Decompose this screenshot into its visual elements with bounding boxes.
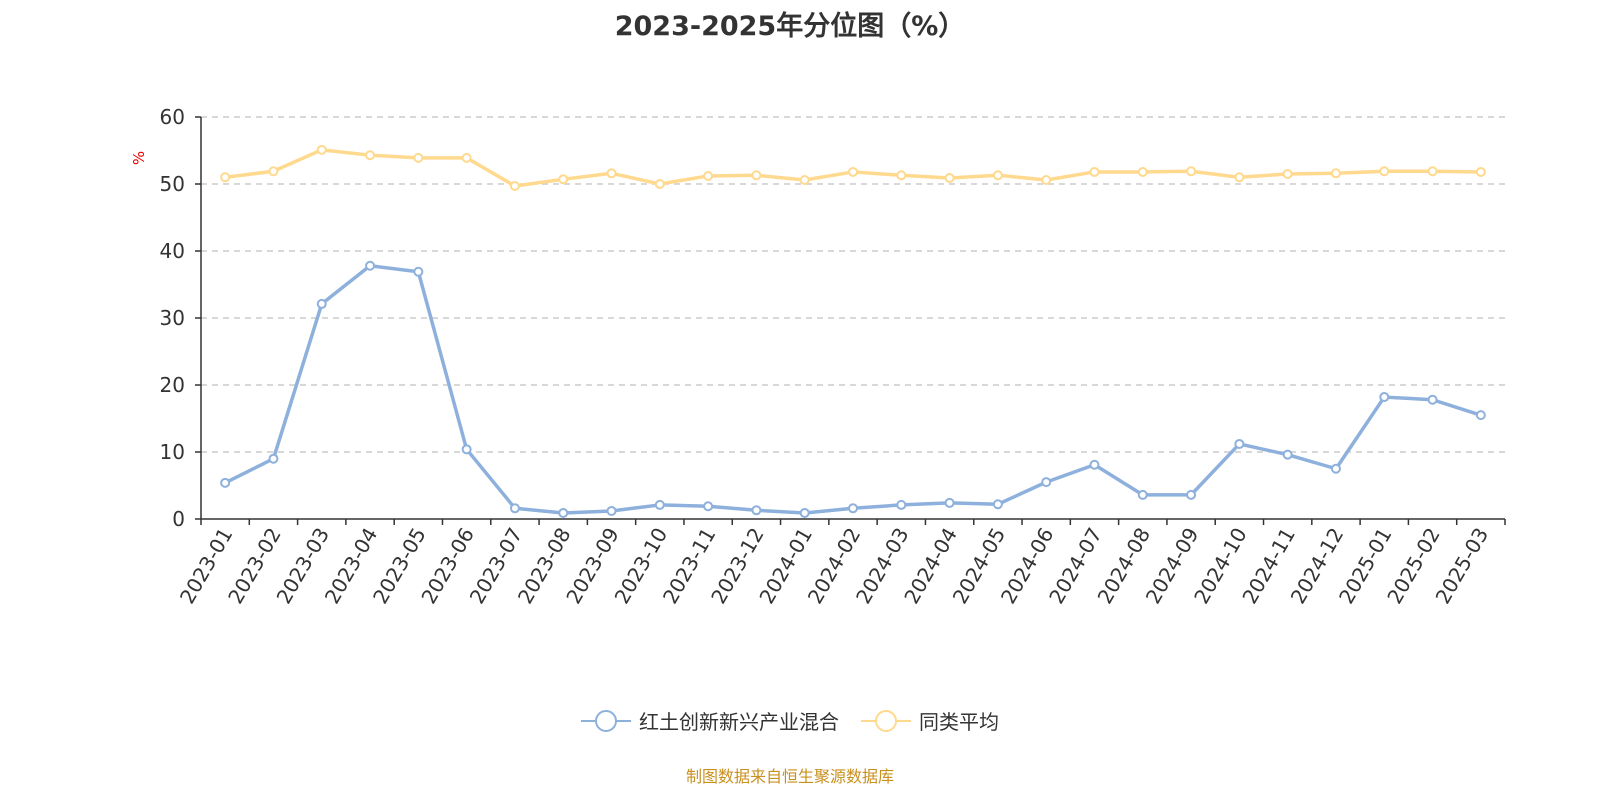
data-point: [268, 453, 279, 464]
data-point: [413, 266, 424, 277]
y-tick-label: 50: [160, 172, 185, 196]
data-point: [220, 477, 231, 488]
data-point: [1330, 168, 1341, 179]
data-point: [1379, 166, 1390, 177]
legend-item[interactable]: 红土创新新兴产业混合: [581, 706, 839, 735]
legend-label: 同类平均: [919, 710, 999, 734]
data-point: [896, 170, 907, 181]
data-point: [558, 507, 569, 518]
data-point: [992, 170, 1003, 181]
data-point: [1379, 392, 1390, 403]
data-point: [703, 170, 714, 181]
data-point: [316, 144, 327, 155]
data-point: [461, 444, 472, 455]
data-point: [1089, 459, 1100, 470]
data-point: [1234, 438, 1245, 449]
data-point: [944, 497, 955, 508]
data-point: [316, 298, 327, 309]
data-point: [944, 172, 955, 183]
data-point: [654, 499, 665, 510]
legend-item[interactable]: 同类平均: [861, 706, 999, 735]
data-point: [848, 166, 858, 177]
data-point: [220, 172, 231, 183]
data-point: [1475, 166, 1486, 177]
data-point: [365, 260, 376, 271]
data-point: [1234, 172, 1245, 183]
data-point: [848, 503, 858, 514]
legend-label: 红土创新新兴产业混合: [639, 710, 839, 734]
data-point: [1427, 394, 1438, 405]
data-point: [896, 499, 907, 510]
data-point: [1137, 489, 1148, 500]
data-point: [1186, 166, 1197, 177]
chart-title: 2023-2025年分位图（%）: [614, 11, 966, 42]
series-1: [220, 260, 1486, 518]
data-point: [799, 507, 810, 518]
data-point: [654, 179, 665, 189]
data-point: [461, 152, 472, 163]
data-point: [1041, 477, 1052, 488]
data-point: [1282, 168, 1293, 179]
series-line: [224, 263, 1482, 515]
data-point: [1186, 489, 1197, 500]
data-point: [606, 168, 617, 179]
data-point: [413, 152, 424, 163]
data-point: [1041, 174, 1052, 185]
data-point: [558, 174, 569, 185]
data-point: [1427, 166, 1438, 177]
data-point: [1089, 166, 1100, 177]
data-point: [1137, 166, 1148, 177]
data-point: [509, 503, 520, 514]
series-2: [220, 144, 1486, 192]
data-point: [751, 170, 762, 181]
legend-marker-icon: [581, 709, 631, 732]
data-point: [1330, 463, 1341, 474]
data-point: [751, 505, 762, 516]
data-point: [509, 181, 520, 192]
y-tick-label: 60: [160, 105, 185, 129]
data-point: [799, 174, 810, 185]
data-point: [703, 501, 714, 512]
data-point: [992, 499, 1003, 510]
data-point: [1282, 449, 1293, 460]
data-point: [268, 166, 279, 177]
y-tick-label: 20: [160, 373, 185, 397]
data-point: [606, 505, 617, 516]
data-point: [365, 150, 376, 161]
data-point: [1475, 410, 1486, 421]
y-axis-label: %: [130, 151, 148, 165]
y-tick-label: 30: [160, 306, 185, 330]
y-tick-label: 40: [160, 239, 185, 263]
legend-marker-icon: [861, 709, 911, 732]
source-footer: 制图数据来自恒生聚源数据库: [685, 767, 894, 786]
legend: 红土创新新兴产业混合 同类平均: [0, 706, 1580, 735]
y-tick-label: 0: [172, 507, 185, 531]
y-tick-label: 10: [160, 440, 185, 464]
